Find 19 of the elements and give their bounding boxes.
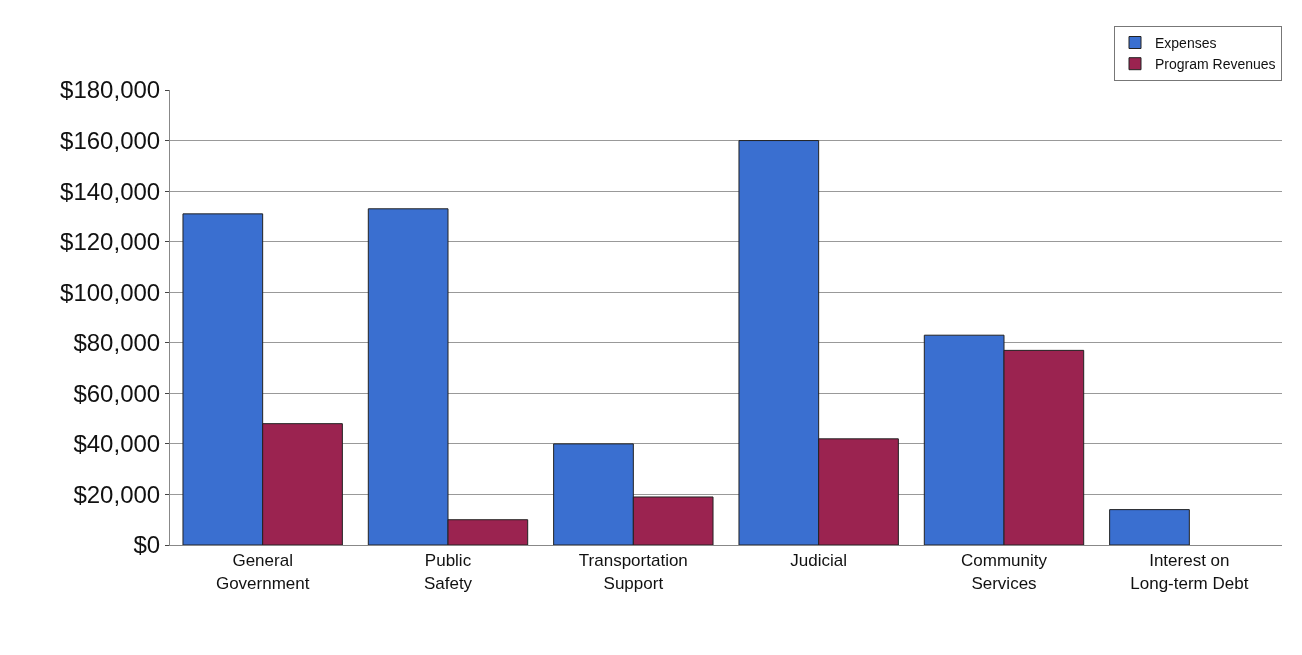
x-tick-label: Interest on Long-term Debt xyxy=(1130,551,1249,593)
y-tick-label: $140,000 xyxy=(60,177,161,205)
y-tick-label: $120,000 xyxy=(60,228,161,256)
x-tick-label: General Government xyxy=(215,551,310,593)
x-tick-label: Transportation Support xyxy=(578,551,688,593)
y-tick-label: $160,000 xyxy=(60,126,161,154)
x-tick-label: Judicial xyxy=(790,551,848,571)
y-tick-label: $100,000 xyxy=(60,278,161,306)
x-tick-label: Public Safety xyxy=(423,551,473,593)
legend-label: Program Revenues xyxy=(1155,56,1276,73)
y-tick-label: $80,000 xyxy=(73,329,161,357)
legend-label: Expenses xyxy=(1155,34,1217,51)
y-tick-label: $20,000 xyxy=(73,480,161,508)
y-tick-label: $40,000 xyxy=(73,430,161,458)
x-tick-label: Community Services xyxy=(961,551,1048,593)
y-tick-label: $0 xyxy=(133,531,161,559)
y-tick-label: $180,000 xyxy=(60,76,161,104)
bar xyxy=(1109,509,1190,545)
y-tick-label: $60,000 xyxy=(73,379,161,407)
